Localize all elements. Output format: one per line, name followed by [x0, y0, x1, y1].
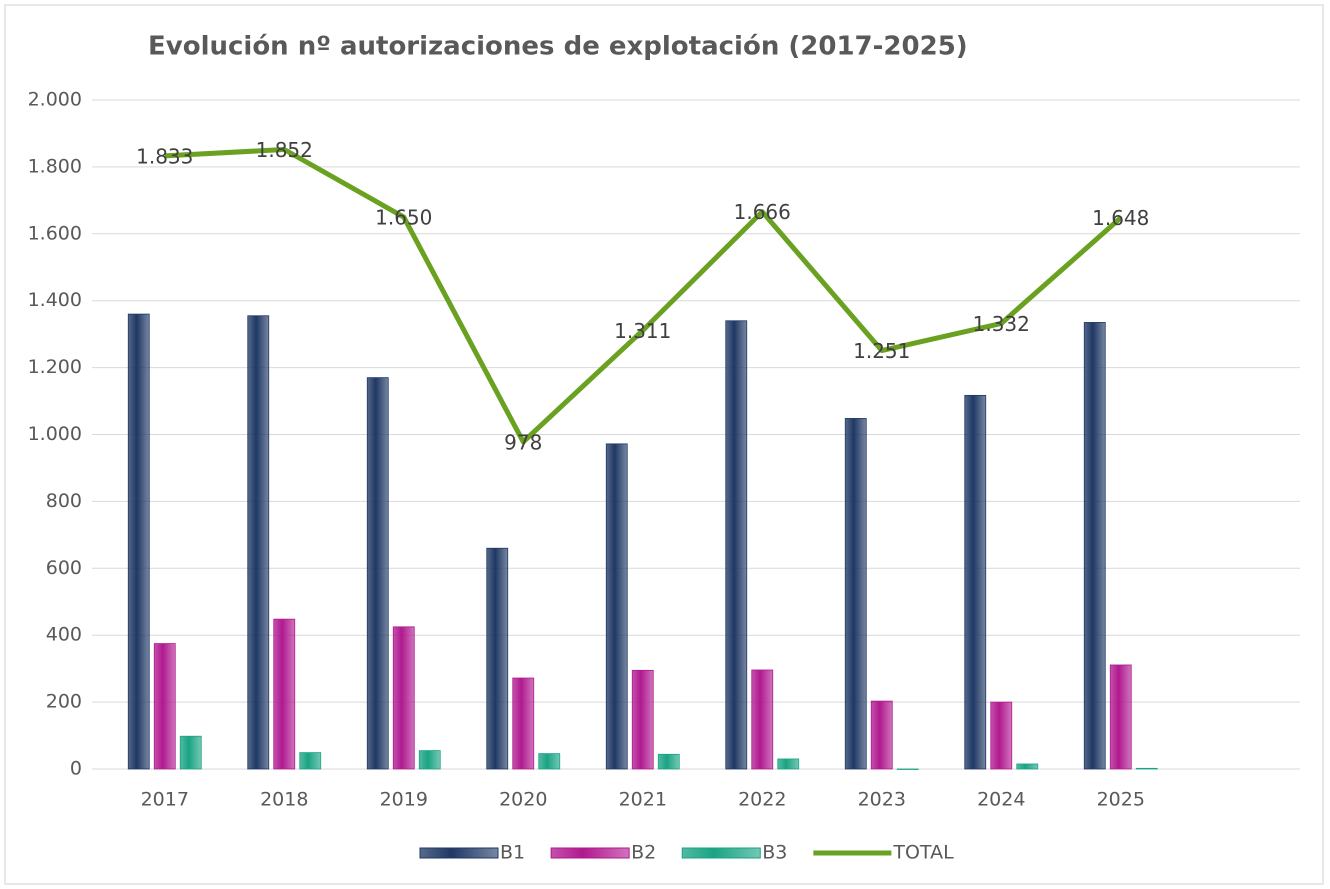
y-tick-label: 600	[46, 557, 82, 579]
bar	[605, 443, 628, 770]
bar	[844, 418, 867, 770]
legend-swatch	[681, 847, 761, 859]
legend-swatch	[419, 847, 499, 859]
legend-label: B2	[631, 842, 656, 864]
x-tick-label: 2020	[499, 789, 547, 811]
x-tick-label: 2023	[858, 789, 906, 811]
x-tick-label: 2021	[619, 789, 667, 811]
x-tick-label: 2024	[977, 789, 1025, 811]
bar	[1083, 322, 1106, 770]
bar	[964, 394, 987, 770]
data-label: 1.648	[1092, 206, 1149, 230]
bar	[1109, 664, 1132, 770]
y-tick-label: 2.000	[28, 89, 82, 111]
bar	[1135, 767, 1158, 770]
bar	[657, 753, 680, 770]
x-tick-label: 2017	[141, 789, 189, 811]
legend-swatch	[550, 847, 630, 859]
line	[164, 147, 1123, 445]
y-tick-label: 1.000	[28, 423, 82, 445]
bar	[725, 320, 748, 770]
y-tick-label: 1.400	[28, 289, 82, 311]
legend-label: B1	[500, 842, 525, 864]
bar	[990, 701, 1013, 770]
x-tick-label: 2019	[380, 789, 428, 811]
data-label: 1.251	[853, 339, 910, 363]
bar	[538, 753, 561, 770]
data-label: 1.852	[256, 138, 313, 162]
data-label: 1.311	[614, 319, 671, 343]
x-tick-label: 2018	[260, 789, 308, 811]
y-tick-label: 400	[46, 624, 82, 646]
y-tick-label: 1.800	[28, 155, 82, 177]
bar	[1016, 763, 1039, 770]
y-tick-label: 200	[46, 691, 82, 713]
legend-label: B3	[762, 842, 787, 864]
y-tick-label: 1.600	[28, 222, 82, 244]
y-tick-label: 0	[70, 758, 82, 780]
bar	[127, 313, 150, 770]
bar	[392, 626, 415, 770]
bar	[366, 377, 389, 770]
data-label: 1.332	[973, 312, 1030, 336]
bar	[486, 547, 509, 770]
bar	[418, 750, 441, 770]
bar	[153, 643, 176, 770]
bar	[273, 618, 296, 770]
bar	[751, 669, 774, 770]
data-label: 978	[504, 430, 542, 454]
bar	[512, 677, 535, 770]
bar	[870, 700, 893, 770]
bar	[896, 768, 919, 770]
bar	[179, 735, 202, 770]
chart-title: Evolución nº autorizaciones de explotaci…	[148, 32, 968, 62]
data-label: 1.666	[734, 200, 791, 224]
bar	[247, 315, 270, 770]
x-tick-label: 2022	[738, 789, 786, 811]
bar	[631, 669, 654, 770]
bar	[777, 758, 800, 770]
y-tick-label: 800	[46, 490, 82, 512]
data-label: 1.650	[375, 206, 432, 230]
legend-label: TOTAL	[892, 842, 954, 864]
y-tick-label: 1.200	[28, 356, 82, 378]
x-tick-label: 2025	[1097, 789, 1145, 811]
bar	[299, 752, 322, 770]
data-label: 1.833	[136, 144, 193, 168]
